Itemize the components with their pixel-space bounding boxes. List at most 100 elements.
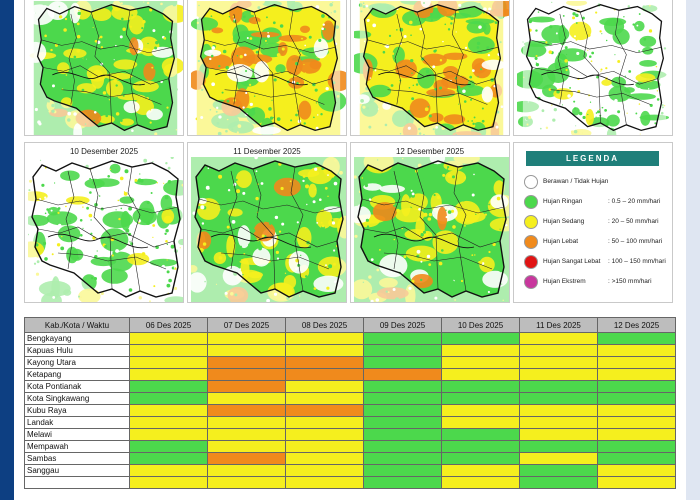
legend-range: : 0.5 – 20 mm/hari: [608, 198, 661, 205]
forecast-cell: [597, 464, 676, 477]
forecast-cell: [285, 392, 364, 405]
forecast-cell: [363, 428, 442, 441]
forecast-cell: [441, 392, 520, 405]
forecast-cell: [441, 332, 520, 345]
forecast-cell: [207, 440, 286, 453]
district-name: Kapuas Hulu: [24, 344, 130, 357]
forecast-cell: [441, 380, 520, 393]
forecast-cell: [129, 416, 208, 429]
legend-range: : 50 – 100 mm/hari: [608, 238, 663, 245]
forecast-cell: [597, 356, 676, 369]
forecast-cell: [285, 416, 364, 429]
forecast-cell: [363, 452, 442, 465]
forecast-cell: [363, 440, 442, 453]
district-name: Landak: [24, 416, 130, 429]
legend-box: LEGENDA Berawan / Tidak Hujan Hujan Ringa…: [513, 142, 673, 303]
legend-swatch: [524, 215, 538, 229]
forecast-cell: [597, 392, 676, 405]
forecast-cell: [207, 428, 286, 441]
column-header: 08 Des 2025: [285, 317, 364, 333]
forecast-cell: [441, 476, 520, 489]
legend-title: LEGENDA: [526, 151, 659, 166]
district-name: [24, 476, 130, 489]
table-row: Kubu Raya: [24, 404, 676, 417]
forecast-cell: [129, 332, 208, 345]
district-name: Bengkayang: [24, 332, 130, 345]
forecast-map-panel: 12 Desember 2025: [350, 142, 510, 303]
forecast-cell: [597, 428, 676, 441]
legend-swatch: [524, 235, 538, 249]
forecast-cell: [285, 404, 364, 417]
forecast-cell: [285, 452, 364, 465]
rainfall-map: [517, 1, 670, 135]
legend-swatch: [524, 195, 538, 209]
forecast-cell: [519, 440, 598, 453]
forecast-cell: [129, 380, 208, 393]
forecast-cell: [441, 368, 520, 381]
forecast-cell: [207, 356, 286, 369]
forecast-cell: [519, 344, 598, 357]
forecast-map-panel: 10 Desember 2025: [24, 142, 184, 303]
forecast-cell: [363, 404, 442, 417]
forecast-cell: [129, 368, 208, 381]
map-date-title: 10 Desember 2025: [69, 147, 139, 156]
forecast-cell: [597, 440, 676, 453]
forecast-cell: [207, 404, 286, 417]
forecast-cell: [597, 416, 676, 429]
district-name: Mempawah: [24, 440, 130, 453]
legend-label: Hujan Sedang: [543, 218, 585, 225]
forecast-cell: [129, 476, 208, 489]
legend-range: : 100 – 150 mm/hari: [608, 258, 666, 265]
forecast-cell: [519, 380, 598, 393]
forecast-cell: [597, 452, 676, 465]
forecast-cell: [207, 368, 286, 381]
forecast-cell: [597, 344, 676, 357]
table-row: Ketapang: [24, 368, 676, 381]
forecast-cell: [285, 428, 364, 441]
forecast-map-panel: [24, 0, 184, 136]
forecast-cell: [129, 464, 208, 477]
district-name: Kota Singkawang: [24, 392, 130, 405]
forecast-cell: [519, 464, 598, 477]
column-header: 09 Des 2025: [363, 317, 442, 333]
forecast-cell: [129, 392, 208, 405]
forecast-cell: [363, 476, 442, 489]
forecast-cell: [597, 404, 676, 417]
district-name: Ketapang: [24, 368, 130, 381]
legend-swatch: [524, 175, 538, 189]
rainfall-map: [354, 1, 509, 135]
forecast-map-panel: [513, 0, 673, 136]
table-header-row: Kab./Kota / Waktu 06 Des 2025 07 Des 202…: [24, 317, 676, 333]
district-forecast-table: Kab./Kota / Waktu 06 Des 2025 07 Des 202…: [24, 317, 676, 489]
forecast-cell: [129, 428, 208, 441]
table-row: [24, 476, 676, 489]
forecast-cell: [441, 344, 520, 357]
legend-swatch: [524, 275, 538, 289]
forecast-cell: [129, 344, 208, 357]
forecast-cell: [597, 380, 676, 393]
forecast-cell: [441, 464, 520, 477]
forecast-cell: [285, 440, 364, 453]
forecast-cell: [285, 476, 364, 489]
map-date-title: 12 Desember 2025: [395, 147, 465, 156]
forecast-cell: [129, 404, 208, 417]
column-header: Kab./Kota / Waktu: [24, 317, 130, 333]
forecast-cell: [285, 464, 364, 477]
forecast-cell: [363, 332, 442, 345]
legend-label: Berawan / Tidak Hujan: [543, 178, 609, 185]
forecast-cell: [597, 476, 676, 489]
column-header: 11 Des 2025: [519, 317, 598, 333]
forecast-map-panel: 11 Desember 2025: [187, 142, 347, 303]
forecast-cell: [363, 368, 442, 381]
legend-label: Hujan Ringan: [543, 198, 583, 205]
forecast-cell: [519, 392, 598, 405]
district-name: Kubu Raya: [24, 404, 130, 417]
forecast-cell: [285, 368, 364, 381]
forecast-cell: [441, 452, 520, 465]
forecast-cell: [519, 404, 598, 417]
legend-range: : >150 mm/hari: [608, 278, 652, 285]
rainfall-map: [28, 1, 183, 135]
rainfall-map: [191, 1, 346, 135]
forecast-cell: [441, 416, 520, 429]
rainfall-map: [354, 157, 509, 302]
